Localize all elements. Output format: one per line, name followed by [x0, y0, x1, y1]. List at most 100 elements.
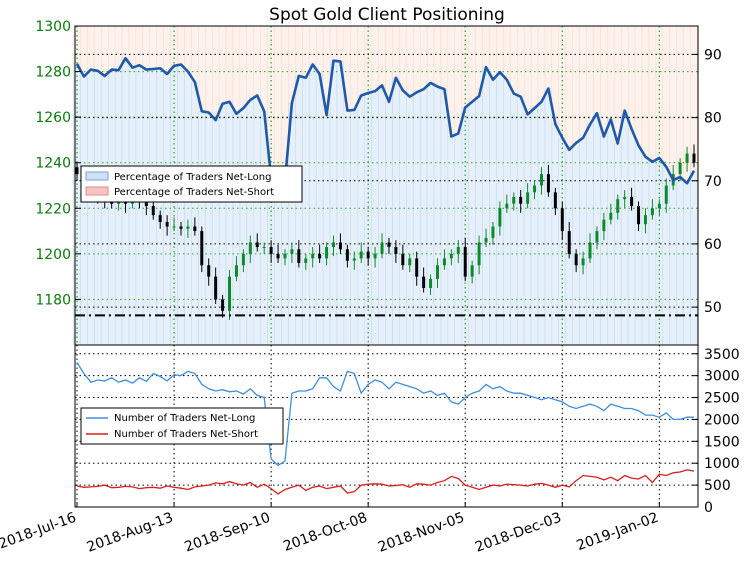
net-short-bg-bar: [627, 25, 636, 130]
left-tick-label: 1200: [35, 247, 71, 263]
net-short-bg-bar: [295, 25, 303, 77]
net-short-bg-bar: [496, 25, 504, 73]
candle-body: [345, 249, 349, 261]
candle-body: [387, 242, 391, 248]
candle-body: [172, 226, 176, 228]
net-short-bg-bar: [336, 25, 345, 62]
net-long-bg-bar: [336, 61, 345, 346]
candle-body: [505, 203, 509, 209]
net-long-bg-bar: [378, 85, 386, 346]
right-tick-label: 90: [704, 47, 722, 63]
candle-body: [546, 174, 550, 193]
candle-body: [449, 253, 453, 259]
net-short-bg-bar: [392, 25, 400, 78]
net-long-bg-bar: [87, 69, 95, 346]
net-short-bg-bar: [329, 25, 338, 61]
right-tick-label: 80: [704, 111, 722, 127]
candle-body: [311, 253, 315, 259]
candle-body: [422, 276, 426, 289]
x-tick-label: 2018-Jul-16: [0, 510, 78, 553]
candle-body: [609, 212, 613, 220]
candle-body: [214, 276, 218, 300]
candle-body: [359, 251, 363, 259]
candle-body: [304, 258, 308, 263]
net-short-bg-bar: [662, 25, 670, 168]
net-long-bg-bar: [412, 92, 421, 346]
upper-left-axis: 1180 1200 1220 1240 1260 1280 1300: [35, 19, 81, 308]
net-long-bg-bar: [246, 99, 255, 346]
net-short-bg-bar: [517, 25, 525, 97]
net-short-bg-bar: [530, 25, 539, 109]
net-short-bg-bar: [593, 25, 601, 114]
net-short-bg-bar: [468, 25, 476, 103]
net-short-bg-bar: [413, 25, 421, 93]
net-short-bg-bar: [419, 25, 428, 90]
candle-body: [567, 231, 571, 254]
net-short-bg-bar: [121, 25, 130, 59]
x-axis-labels: 2018-Jul-16 2018-Aug-13 2018-Sep-10 2018-Oc…: [0, 502, 661, 556]
lower-right-tick-label: 0: [704, 500, 713, 516]
net-short-bg-bar: [274, 25, 282, 173]
candle-body: [262, 247, 266, 249]
candle-body: [560, 208, 564, 232]
candle-body: [283, 253, 287, 259]
left-tick-label: 1220: [35, 201, 71, 217]
net-short-bg-bar: [621, 25, 629, 111]
upper-legend: Percentage of Traders Net-Long Percentag…: [80, 165, 303, 203]
x-tick-label: 2018-Oct-08: [281, 510, 369, 555]
candle-body: [269, 247, 273, 254]
candle-body: [553, 192, 557, 209]
candle-body: [678, 162, 682, 175]
net-short-bg-bar: [260, 25, 268, 112]
net-short-bg-bar: [80, 25, 88, 77]
candle-body: [297, 249, 301, 263]
left-tick-label: 1260: [35, 110, 71, 126]
candle-body: [165, 221, 169, 227]
candle-body: [151, 206, 155, 216]
right-tick-label: 70: [704, 174, 722, 190]
net-long-bg-bar: [600, 136, 608, 346]
candle-body: [228, 276, 232, 311]
candle-body: [415, 258, 419, 277]
net-short-bg-bar: [489, 25, 497, 80]
net-long-bg-bar: [607, 119, 615, 346]
candle-body: [241, 253, 245, 266]
candle-body: [158, 215, 162, 222]
net-long-bg-bar: [433, 86, 442, 346]
x-tick-label: 2018-Aug-13: [85, 510, 176, 556]
candle-body: [630, 196, 634, 207]
net-long-bg-bar: [627, 128, 636, 346]
net-short-bg-bar: [406, 25, 414, 97]
net-long-bg-bar: [537, 101, 546, 346]
candle-body: [643, 215, 647, 225]
net-short-bg-bar: [523, 25, 532, 115]
net-long-bg-bar: [683, 182, 691, 346]
candle-body: [401, 253, 405, 266]
net-short-bg-bar: [87, 25, 95, 70]
candle-body: [221, 299, 225, 311]
net-short-bg-bar: [655, 25, 663, 159]
net-short-bg-bar: [101, 25, 109, 77]
legend-label-net-long: Percentage of Traders Net-Long: [114, 172, 272, 183]
candle-body: [526, 192, 530, 204]
net-short-bg-bar: [565, 25, 573, 151]
lower-right-tick-label: 2000: [704, 412, 740, 428]
net-short-bg-bar: [246, 25, 254, 101]
net-short-bg-bar: [232, 25, 241, 115]
net-long-bg-bar: [690, 170, 698, 346]
net-long-bg-bar: [322, 114, 331, 346]
legend-label-traders-net-long: Number of Traders Net-Long: [114, 413, 255, 424]
net-short-bg-bar: [572, 25, 580, 144]
candle-body: [491, 226, 495, 238]
candle-body: [519, 196, 523, 204]
lower-right-axis: 0 500 1000 1500 2000 2500 3000 3500: [692, 347, 740, 516]
net-long-bg-bar: [100, 75, 109, 346]
net-long-bg-bar: [579, 137, 587, 346]
net-long-bg-bar: [489, 79, 497, 346]
net-short-bg-bar: [177, 25, 185, 65]
candle-body: [290, 249, 294, 254]
candle-body: [200, 231, 204, 266]
candle-body: [602, 219, 606, 232]
